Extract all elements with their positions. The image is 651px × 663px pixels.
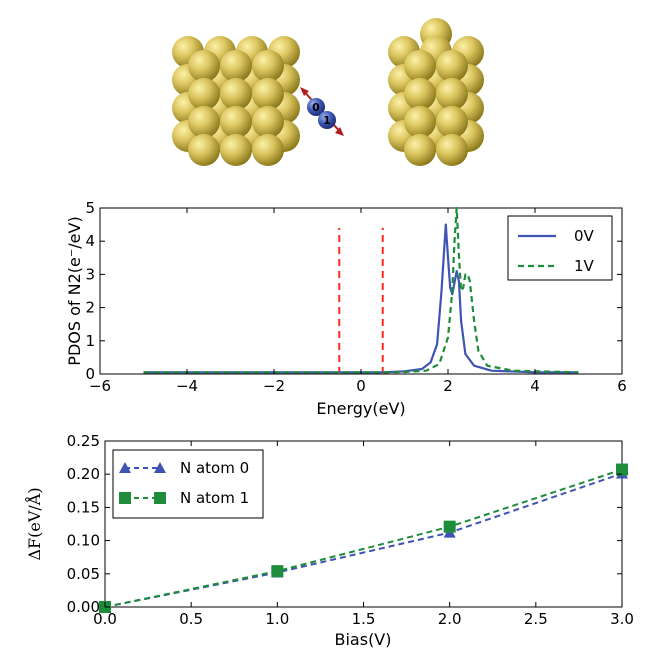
pdos-ticks: −6 −4 −2 0 2 4 6 0 1 2 3 4 5 [85,199,626,395]
force-ylabel: ΔF(eV/Å) [24,487,44,560]
force-ytick-label: 0.15 [67,498,100,516]
force-point-atom1 [271,565,284,578]
gold-atom [252,134,284,166]
force-ytick-label: 0.25 [67,432,100,450]
gold-atom [252,78,284,110]
force-legend: N atom 0 N atom 1 [112,449,264,519]
gold-atom [436,106,468,138]
pdos-xtick-label: 0 [356,377,366,395]
legend-marker-atom0-left [119,462,131,473]
nitrogen-atom-1 [318,111,336,129]
gold-atom [404,106,436,138]
n2-molecule: 0 1 [300,87,344,136]
gold-atom [436,78,468,110]
legend-label-0v: 0V [574,227,595,245]
nitrogen-atom-0 [307,98,325,116]
pdos-series-1V-line [143,206,579,374]
pdos-ytick-label: 1 [85,332,95,350]
pdos-ylabel: PDOS of N2(e⁻/eV) [65,216,84,365]
force-ytick-label: 0.20 [67,465,100,483]
pdos-xtick-label: 6 [617,377,627,395]
pdos-xlabel: Energy(eV) [316,399,405,418]
force-xtick-label: 0.5 [179,610,203,628]
pdos-ytick-label: 5 [85,199,95,217]
pdos-ytick-label: 0 [85,365,95,383]
arrow-head-down [335,127,344,136]
pdos-xtick-label: 2 [443,377,453,395]
force-series-line [104,472,623,608]
right-gold-electrode [388,18,484,166]
junction-structure: 0 1 [172,18,484,166]
gold-atom [404,134,436,166]
gold-atom [252,50,284,82]
gold-atom [220,134,252,166]
legend-marker-atom1-right [154,492,166,504]
pdos-legend-box [507,215,613,281]
atom-1-label: 1 [323,114,331,127]
gold-atom [436,50,468,82]
gold-atom [404,78,436,110]
gold-atom [404,50,436,82]
pdos-xtick-label: −6 [89,377,111,395]
force-marks [99,463,628,613]
gold-atom [188,50,220,82]
force-xtick-label: 3.0 [610,610,634,628]
arrow-head-up [300,87,309,96]
pdos-ytick-label: 2 [85,299,95,317]
pdos-marks [143,206,579,374]
gold-atom [436,134,468,166]
pdos-xtick-label: −2 [263,377,285,395]
pdos-chart: −6 −4 −2 0 2 4 6 0 1 2 3 4 5 Energy(eV) PDOS of N2(e… [65,199,627,418]
legend-label-atom0: N atom 0 [180,459,249,477]
force-ytick-label: 0.00 [67,598,100,616]
pdos-xtick-label: 4 [530,377,540,395]
gold-atom [220,50,252,82]
gold-atom [220,106,252,138]
gold-atom [188,134,220,166]
force-xtick-label: 1.5 [352,610,376,628]
force-ytick-label: 0.10 [67,532,100,550]
force-ytick-label: 0.05 [67,565,100,583]
left-gold-electrode [172,36,300,166]
legend-marker-atom1-left [119,492,131,504]
force-legend-box [112,449,264,519]
force-xtick-label: 1.0 [265,610,289,628]
force-ticks: 0.0 0.5 1.0 1.5 2.0 2.5 3.0 0.00 0.05 0.10 0.15 0.2… [67,432,634,628]
force-xlabel: Bias(V) [335,630,392,649]
legend-label-atom1: N atom 1 [180,489,249,507]
legend-label-1v: 1V [574,257,595,275]
atom-0-label: 0 [312,101,320,114]
force-xtick-label: 2.0 [438,610,462,628]
force-chart: 0.0 0.5 1.0 1.5 2.0 2.5 3.0 0.00 0.05 0.10 0.15 0.2… [24,432,634,649]
force-xtick-label: 0.0 [93,610,117,628]
gold-atom [220,78,252,110]
gold-atom [252,106,284,138]
force-point-atom1 [616,463,628,476]
gold-atom [188,106,220,138]
pdos-ytick-label: 4 [85,232,95,250]
force-series-line [104,468,623,608]
pdos-legend: 0V 1V [507,215,613,281]
force-xtick-label: 2.5 [524,610,548,628]
pdos-xtick-label: −4 [176,377,198,395]
pdos-ytick-label: 3 [85,265,95,283]
legend-marker-atom0-right [154,462,166,473]
force-point-atom1 [443,520,456,533]
gold-atom [188,78,220,110]
